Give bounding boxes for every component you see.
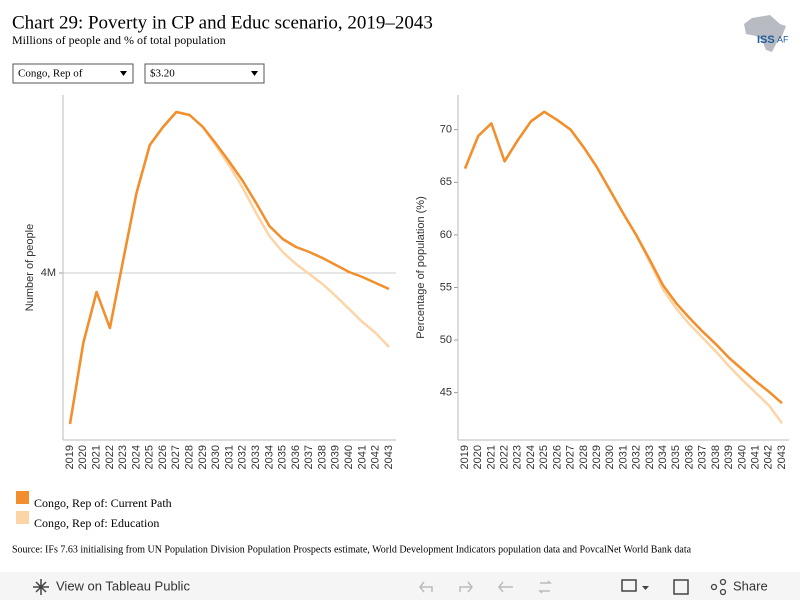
x-tick-label: 2027 <box>170 445 182 469</box>
logo-map <box>744 15 786 52</box>
legend-swatch <box>16 511 29 524</box>
filter-country[interactable]: Congo, Rep of <box>12 63 134 84</box>
x-tick-label: 2032 <box>237 445 249 469</box>
x-tick-label: 2043 <box>776 445 788 469</box>
dropdown-value[interactable]: Congo, Rep of <box>18 68 83 80</box>
tableau-icon[interactable] <box>33 579 49 595</box>
dropdown-value[interactable]: $3.20 <box>150 68 175 80</box>
legend-label: Congo, Rep of: Education <box>34 516 159 530</box>
x-tick-label: 2042 <box>763 445 775 469</box>
series-line <box>463 110 783 405</box>
view-link[interactable]: View on Tableau Public <box>56 578 190 593</box>
x-tick-label: 2026 <box>551 445 563 469</box>
x-tick-label: 2032 <box>631 445 643 469</box>
y-tick-label: 70 <box>440 124 452 136</box>
y-tick-label: 60 <box>440 229 452 241</box>
x-tick-label: 2030 <box>604 445 616 469</box>
x-tick-label: 2041 <box>356 445 368 469</box>
x-tick-label: 2036 <box>290 445 302 469</box>
x-tick-label: 2023 <box>512 445 524 469</box>
title: Chart 29: Poverty in CP and Educ scenari… <box>12 12 433 33</box>
share-icon[interactable] <box>719 578 727 586</box>
logo: ISS AF <box>744 15 789 52</box>
x-tick-label: 2031 <box>617 445 629 469</box>
undo-icon[interactable] <box>419 581 433 593</box>
x-tick-label: 2025 <box>538 445 550 469</box>
y-tick-label: 65 <box>440 176 452 188</box>
x-tick-label: 2039 <box>723 445 735 469</box>
footer-bg <box>0 572 800 600</box>
share-icon[interactable] <box>719 588 727 596</box>
redo-icon[interactable] <box>459 581 473 593</box>
x-tick-label: 2039 <box>330 445 342 469</box>
dropdown-box[interactable] <box>12 63 134 84</box>
x-tick-label: 2029 <box>591 445 603 469</box>
x-tick-label: 2022 <box>499 445 511 469</box>
x-tick-label: 2027 <box>565 445 577 469</box>
x-tick-label: 2020 <box>472 445 484 469</box>
x-tick-label: 2043 <box>383 445 395 469</box>
x-tick-label: 2038 <box>316 445 328 469</box>
refresh-icon[interactable] <box>538 580 552 594</box>
y-tick-label: 4M <box>41 267 56 279</box>
x-tick-label: 2040 <box>736 445 748 469</box>
y-axis-label: Number of people <box>24 224 36 311</box>
filter-threshold[interactable]: $3.20 <box>144 63 265 84</box>
x-tick-label: 2023 <box>117 445 129 469</box>
x-tick-label: 2026 <box>157 445 169 469</box>
x-tick-label: 2020 <box>77 445 89 469</box>
x-tick-label: 2029 <box>197 445 209 469</box>
x-tick-label: 2037 <box>697 445 709 469</box>
series-line <box>68 110 390 425</box>
x-tick-label: 2019 <box>459 445 471 469</box>
x-tick-label: 2035 <box>277 445 289 469</box>
share-link[interactable]: Share <box>733 578 768 593</box>
y-axis-label: Percentage of population (%) <box>415 196 427 338</box>
x-tick-label: 2042 <box>370 445 382 469</box>
download-arrow[interactable] <box>642 586 649 590</box>
x-tick-label: 2041 <box>749 445 761 469</box>
x-tick-label: 2037 <box>303 445 315 469</box>
x-tick-label: 2019 <box>64 445 76 469</box>
x-tick-label: 2022 <box>104 445 116 469</box>
legend-swatch <box>16 491 29 504</box>
x-tick-label: 2034 <box>263 445 275 469</box>
x-tick-label: 2034 <box>657 445 669 469</box>
dropdown-box[interactable] <box>144 63 265 84</box>
x-tick-label: 2028 <box>578 445 590 469</box>
x-tick-label: 2025 <box>144 445 156 469</box>
revert-icon[interactable] <box>498 581 513 593</box>
x-tick-label: 2033 <box>644 445 656 469</box>
x-tick-label: 2024 <box>525 445 537 469</box>
x-tick-label: 2024 <box>130 445 142 469</box>
dropdown-arrow[interactable] <box>251 71 258 76</box>
footer-bar: View on Tableau Public Share <box>0 572 800 600</box>
x-tick-label: 2021 <box>90 445 102 469</box>
x-tick-label: 2033 <box>250 445 262 469</box>
logo-main: ISS <box>757 34 775 46</box>
x-tick-label: 2021 <box>485 445 497 469</box>
download-icon[interactable] <box>621 579 637 592</box>
fullscreen-icon[interactable] <box>673 579 689 595</box>
legend-label: Congo, Rep of: Current Path <box>34 496 172 510</box>
x-tick-label: 2036 <box>683 445 695 469</box>
y-tick-label: 55 <box>440 281 452 293</box>
source: Source: IFs 7.63 initialising from UN Po… <box>12 544 692 555</box>
logo-sub: AF <box>777 34 789 44</box>
y-tick-label: 45 <box>440 387 452 399</box>
share-icon[interactable] <box>710 583 718 591</box>
view-tableau[interactable]: View on Tableau Public <box>33 578 190 595</box>
series-line <box>463 110 784 424</box>
x-tick-label: 2040 <box>343 445 355 469</box>
dropdown-arrow[interactable] <box>120 71 127 76</box>
x-tick-label: 2028 <box>184 445 196 469</box>
x-tick-label: 2035 <box>670 445 682 469</box>
x-tick-label: 2031 <box>223 445 235 469</box>
subtitle: Millions of people and % of total popula… <box>12 33 226 47</box>
x-tick-label: 2030 <box>210 445 222 469</box>
y-tick-label: 50 <box>440 334 452 346</box>
x-tick-label: 2038 <box>710 445 722 469</box>
share[interactable]: Share <box>710 578 768 596</box>
